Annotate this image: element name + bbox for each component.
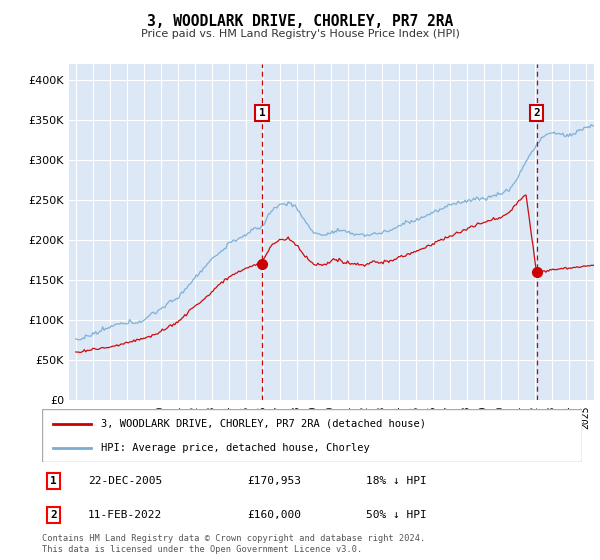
Text: 11-FEB-2022: 11-FEB-2022 [88, 510, 162, 520]
Text: £170,953: £170,953 [247, 476, 301, 486]
Text: 1: 1 [259, 108, 265, 118]
Text: 3, WOODLARK DRIVE, CHORLEY, PR7 2RA (detached house): 3, WOODLARK DRIVE, CHORLEY, PR7 2RA (det… [101, 419, 427, 429]
Text: 18% ↓ HPI: 18% ↓ HPI [366, 476, 427, 486]
Text: Price paid vs. HM Land Registry's House Price Index (HPI): Price paid vs. HM Land Registry's House … [140, 29, 460, 39]
Text: 3, WOODLARK DRIVE, CHORLEY, PR7 2RA: 3, WOODLARK DRIVE, CHORLEY, PR7 2RA [147, 14, 453, 29]
Text: 2: 2 [50, 510, 57, 520]
Text: 2: 2 [533, 108, 540, 118]
Text: Contains HM Land Registry data © Crown copyright and database right 2024.
This d: Contains HM Land Registry data © Crown c… [42, 534, 425, 554]
Text: £160,000: £160,000 [247, 510, 301, 520]
Text: HPI: Average price, detached house, Chorley: HPI: Average price, detached house, Chor… [101, 443, 370, 453]
Text: 50% ↓ HPI: 50% ↓ HPI [366, 510, 427, 520]
Text: 22-DEC-2005: 22-DEC-2005 [88, 476, 162, 486]
FancyBboxPatch shape [42, 409, 582, 462]
Text: 1: 1 [50, 476, 57, 486]
